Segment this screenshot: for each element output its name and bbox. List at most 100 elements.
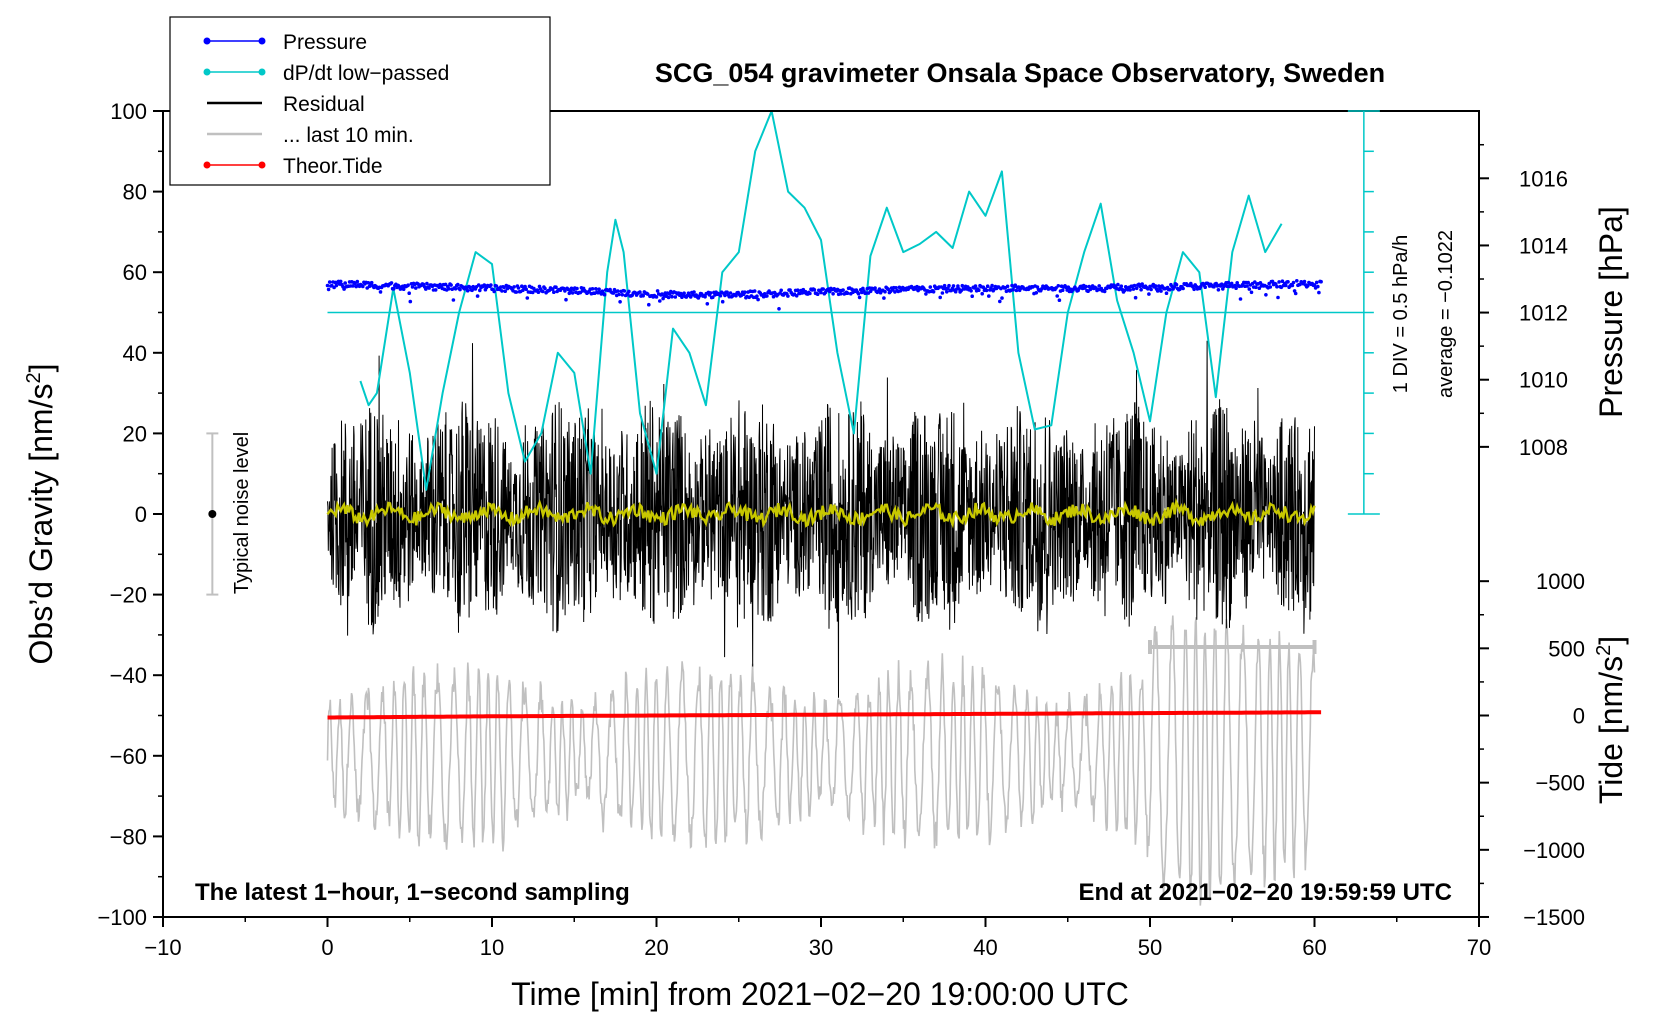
pressure-point [325,283,330,288]
pressure-point [725,290,729,295]
pressure-point [458,287,462,292]
pressure-point [977,288,981,293]
pressure-point [1245,284,1249,288]
pressure-point [1276,295,1280,300]
pressure-point [743,290,747,295]
pressure-point [945,290,949,294]
legend: Pressure dP/dt low−passed Residual ... last… [169,16,551,186]
series-pressure-points [325,279,1323,311]
pressure-point [868,289,873,294]
pressure-point [688,295,693,299]
x-tick-label: 30 [809,935,833,960]
y-axis-left-title-main: Obs’d Gravity [nm/s [23,384,59,665]
pressure-point [355,279,360,284]
tide-axis-title-sup: 2 [1593,645,1615,656]
y-tick-label: 100 [110,99,147,124]
pressure-point [1317,290,1321,295]
pressure-point [711,295,715,300]
x-tick-label: 40 [973,935,997,960]
pressure-point [456,282,460,287]
pressure-tick-label: 1014 [1519,233,1568,258]
latest-note: The latest 1−hour, 1−second sampling [195,879,630,906]
pressure-point [1212,285,1216,289]
pressure-point [985,284,990,289]
pressure-point [1295,279,1299,283]
series-last10-line [326,615,1316,906]
pressure-point [1314,280,1319,285]
pressure-point [447,287,451,291]
pressure-point [658,299,662,303]
pressure-point [856,291,861,296]
pressure-point [998,299,1002,304]
tide-axis-title-end: ] [1593,636,1629,645]
pressure-point [1302,279,1307,284]
pressure-point [1147,292,1151,296]
pressure-point [728,291,733,295]
pressure-point [451,298,456,302]
pressure-point [924,292,928,296]
pressure-point [334,283,339,288]
pressure-point [980,291,984,296]
noise-indicator [206,432,219,596]
pressure-point [638,290,642,294]
pressure-point [449,283,453,287]
pressure-point [1132,283,1137,288]
pressure-point [1056,284,1061,288]
pressure-point [928,285,933,289]
pressure-point [1159,289,1163,293]
pressure-point [1257,286,1262,291]
pressure-point [401,287,406,292]
pressure-point [1219,282,1224,287]
pressure-point [1158,286,1162,291]
pressure-point [1246,280,1250,285]
x-tick-label: 70 [1467,935,1491,960]
pressure-tick-label: 1008 [1519,435,1568,460]
pressure-point [525,296,530,300]
pressure-point [940,291,945,295]
pressure-point [1134,286,1139,291]
legend-swatch-dot [203,161,211,169]
pressure-point [617,292,621,297]
legend-swatch-dot [203,37,211,45]
x-tick-label: 50 [1138,935,1162,960]
pressure-point [1138,284,1142,289]
pressure-point [786,294,790,298]
pressure-axis-title: Pressure [hPa] [1593,206,1629,418]
pressure-point [938,295,942,300]
pressure-point [1280,279,1285,284]
pressure-point [478,288,482,293]
pressure-point [1306,284,1310,288]
legend-label: Pressure [283,31,367,54]
pressure-point [1274,282,1278,286]
pressure-point [765,294,769,298]
pressure-point [951,284,956,288]
pressure-point [655,289,660,293]
pressure-point [682,291,686,296]
y-axis-left-title-sup: 2 [23,372,45,383]
pressure-point [821,287,825,291]
x-tick-label: 60 [1302,935,1326,960]
pressure-point [524,287,528,292]
pressure-point [618,300,622,304]
pressure-point [1181,286,1185,291]
pressure-point [703,295,707,299]
pressure-point [594,287,598,291]
pressure-point [708,291,713,295]
pressure-point [841,288,845,292]
pressure-point [882,296,886,300]
chart-title: SCG_054 gravimeter Onsala Space Observat… [655,58,1385,88]
pressure-point [465,288,470,293]
x-axis: −10 0 10 20 30 40 50 60 70 [144,917,1491,960]
pressure-point [520,284,524,289]
pressure-point [575,286,579,291]
pressure-point [389,281,394,285]
pressure-point [647,302,651,307]
pressure-point [453,287,458,291]
pressure-point [516,286,521,290]
pressure-point [369,280,374,285]
x-tick-label: −10 [144,935,181,960]
pressure-point [494,284,499,288]
pressure-point [1155,289,1160,293]
pressure-point [720,299,725,304]
pressure-point [1146,287,1150,291]
